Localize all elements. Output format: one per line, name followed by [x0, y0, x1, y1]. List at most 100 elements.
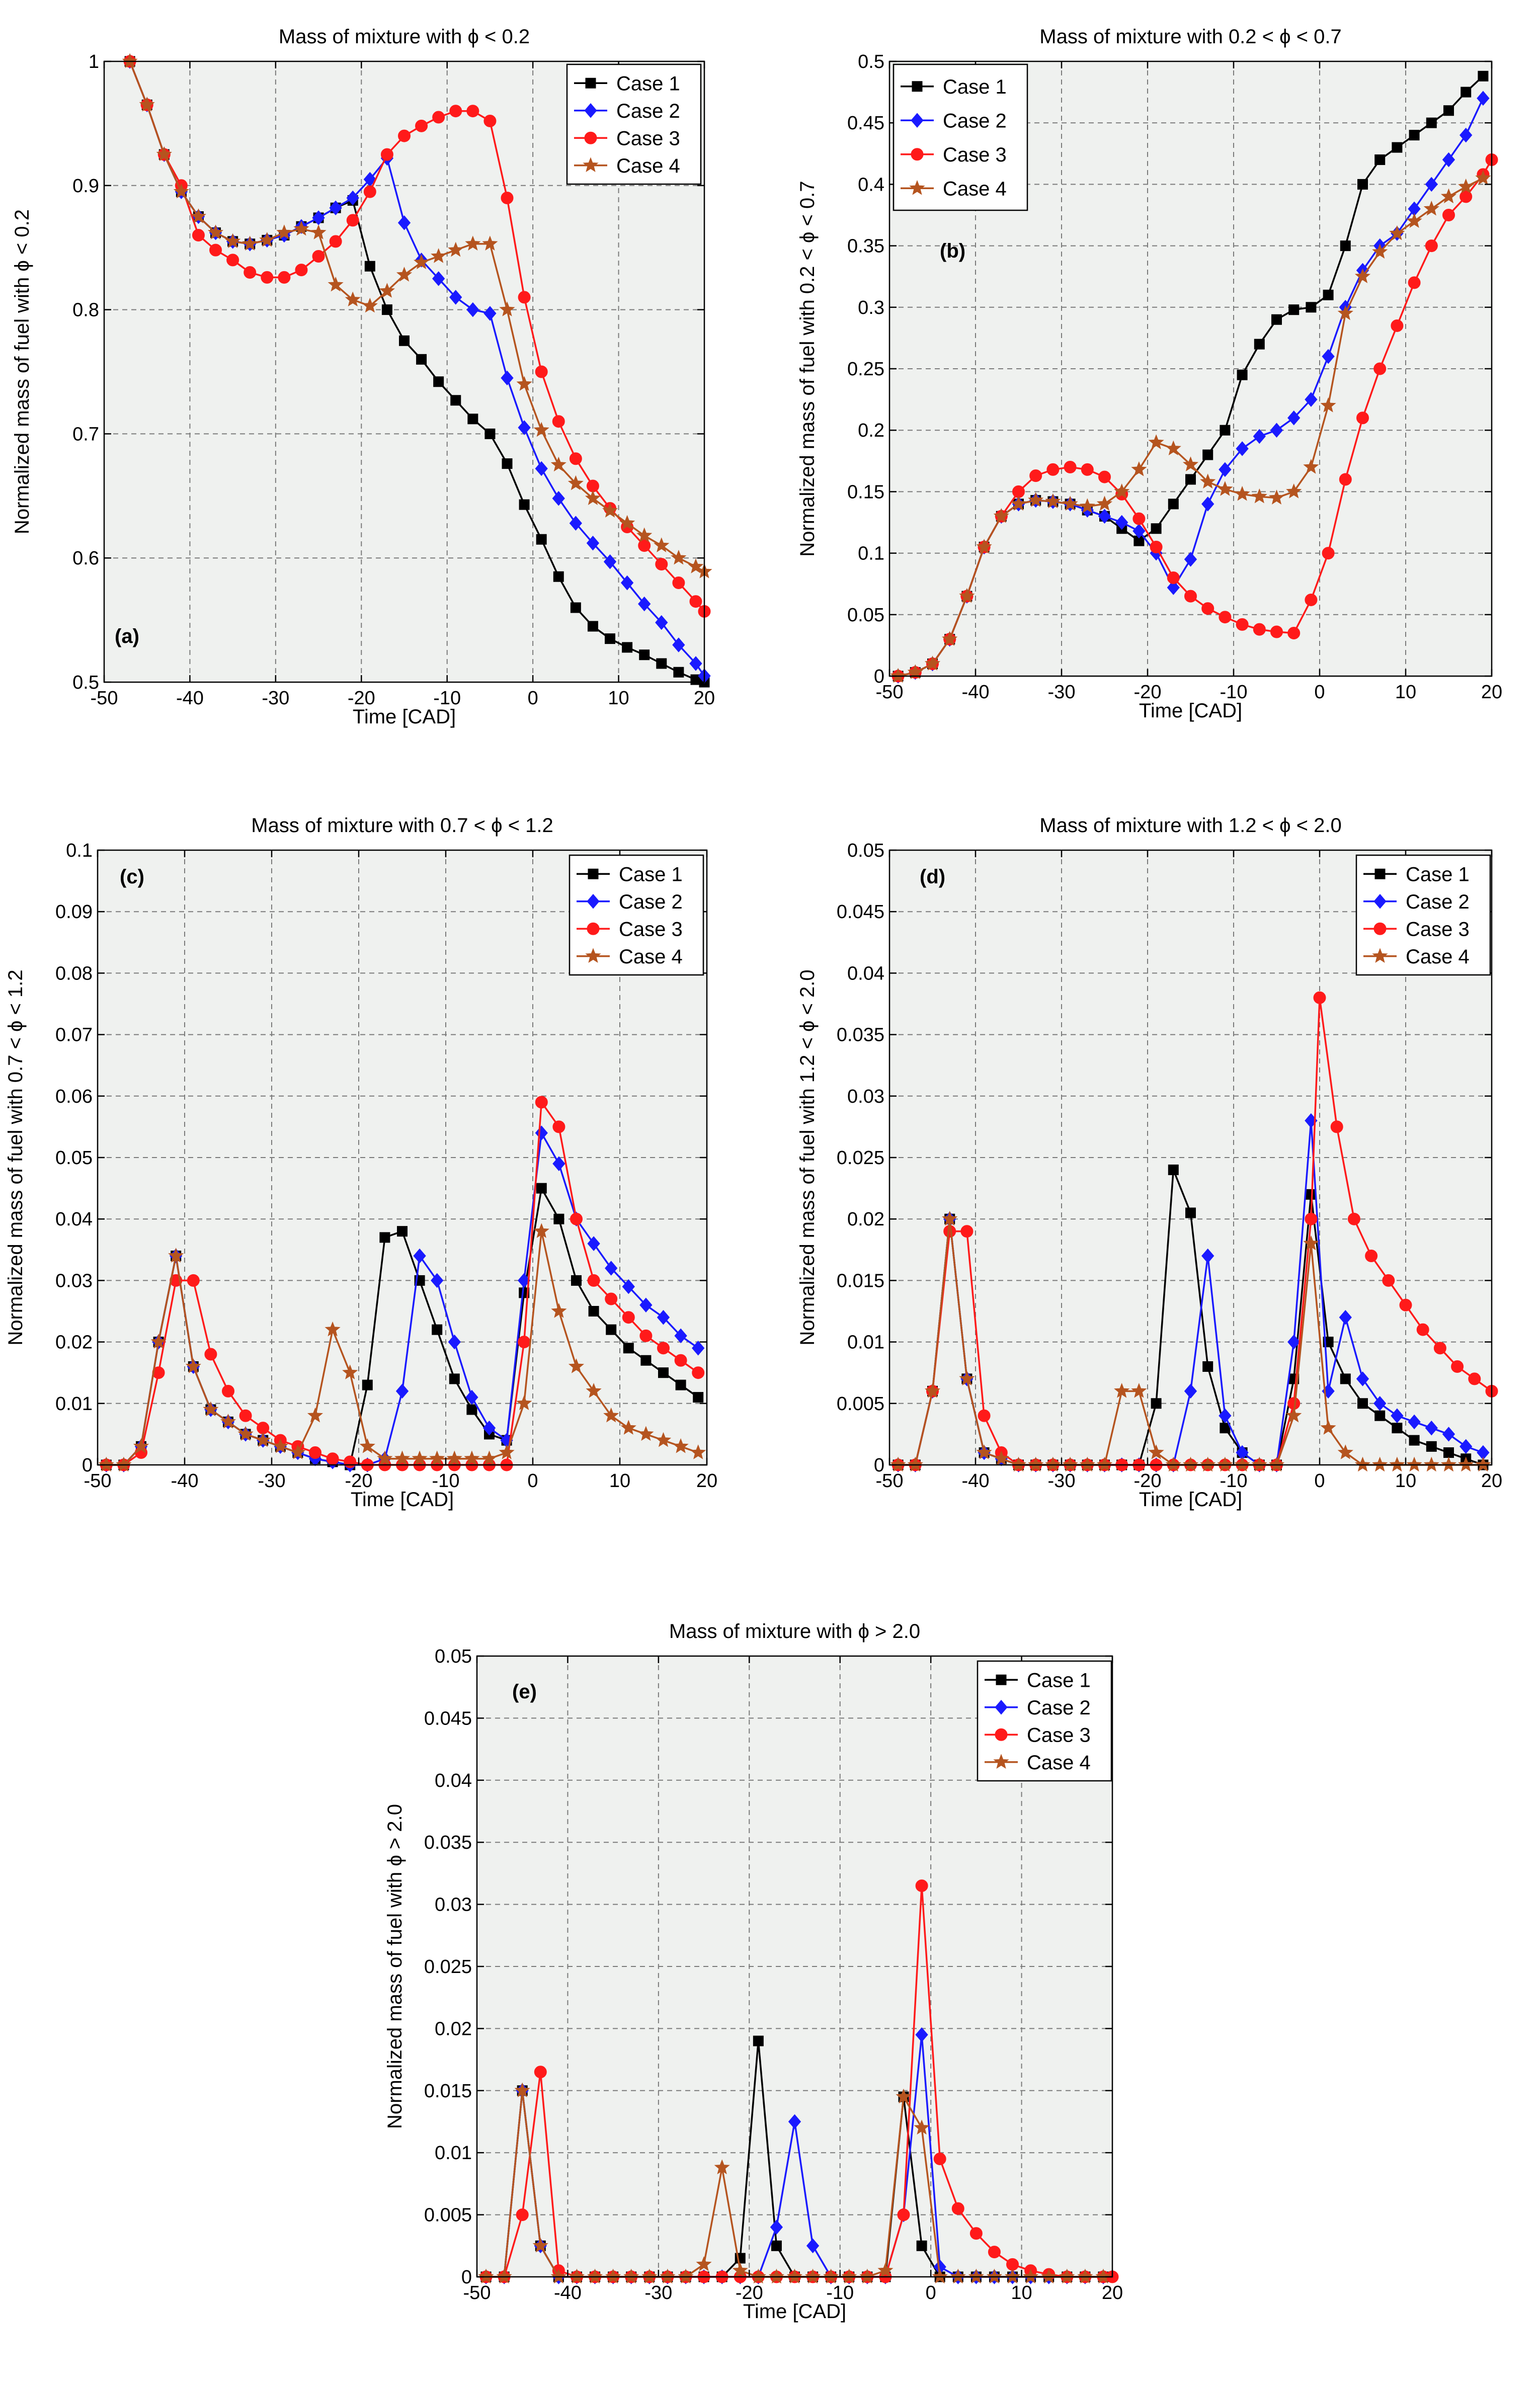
data-point — [688, 558, 704, 573]
y-tick-label: 0 — [82, 1455, 93, 1476]
legend-entry: Case 4 — [577, 946, 683, 968]
legend-entry: Case 4 — [574, 155, 680, 177]
data-point — [1236, 618, 1249, 631]
legend-label: Case 2 — [1406, 891, 1470, 913]
data-point — [416, 354, 427, 365]
data-point — [226, 254, 239, 267]
data-point — [1373, 362, 1387, 375]
data-point — [553, 1213, 564, 1224]
data-point — [1234, 485, 1250, 501]
data-point — [1045, 1456, 1061, 1472]
data-point — [622, 642, 633, 653]
data-point — [1477, 91, 1490, 106]
axes-frame — [103, 60, 705, 683]
data-point — [478, 2268, 494, 2284]
data-point — [768, 2268, 785, 2284]
y-tick-label: 0.03 — [435, 1895, 472, 1916]
data-point — [1303, 1235, 1319, 1251]
data-point — [588, 1306, 599, 1317]
x-tick-label: 0 — [527, 1470, 538, 1492]
y-tick-label: 0.03 — [847, 1086, 884, 1107]
data-point — [602, 503, 618, 518]
x-tick-label: -20 — [736, 2282, 763, 2304]
data-point — [823, 2268, 839, 2284]
data-point — [535, 1096, 548, 1109]
data-point — [1372, 243, 1388, 259]
data-point — [620, 575, 634, 591]
data-point — [890, 668, 906, 683]
data-point — [1201, 1248, 1214, 1264]
data-point — [222, 1384, 234, 1397]
data-point — [1010, 1456, 1027, 1472]
x-tick-label: -10 — [433, 688, 461, 709]
data-point — [1409, 130, 1420, 141]
data-point — [1374, 1410, 1386, 1421]
data-point — [603, 554, 617, 569]
y-tick-label: 0.01 — [847, 1332, 884, 1353]
y-tick-label: 0.02 — [435, 2018, 472, 2039]
data-point — [993, 508, 1009, 523]
data-point — [656, 658, 667, 669]
data-point — [1442, 152, 1455, 168]
data-point — [1059, 2268, 1075, 2284]
data-point — [237, 1426, 254, 1441]
data-point — [499, 1444, 515, 1459]
x-tick-label: -30 — [1048, 1470, 1076, 1492]
x-tick-label: 20 — [1102, 2282, 1123, 2304]
data-point — [1320, 1420, 1336, 1435]
legend-marker — [583, 157, 599, 173]
data-point — [98, 1456, 114, 1472]
legend-entry: Case 3 — [577, 918, 683, 940]
data-point — [448, 1334, 461, 1350]
data-point — [890, 1456, 906, 1472]
legend-marker — [585, 77, 596, 89]
data-point — [1425, 1420, 1438, 1436]
data-point — [1237, 369, 1248, 380]
data-point — [1064, 461, 1077, 474]
data-point — [692, 1366, 705, 1379]
legend-marker — [996, 1674, 1007, 1685]
legend-entry: Case 4 — [1363, 946, 1470, 968]
data-point — [379, 1232, 390, 1243]
data-point — [518, 420, 531, 435]
legend-marker — [1372, 948, 1388, 963]
data-point — [770, 2219, 783, 2235]
data-point — [1167, 580, 1180, 595]
data-point — [466, 1404, 477, 1415]
panel-label: (d) — [920, 866, 945, 888]
data-point — [806, 2238, 820, 2254]
data-point — [1151, 1398, 1162, 1409]
data-point — [639, 1297, 653, 1313]
data-point — [1167, 571, 1180, 584]
data-point — [1475, 1456, 1491, 1472]
data-point — [1423, 200, 1439, 216]
data-point — [1433, 1342, 1446, 1355]
x-tick-label: -20 — [348, 688, 375, 709]
legend: Case 1 Case 2 Case 3 Case 4 — [569, 854, 704, 976]
data-point — [915, 2027, 928, 2042]
data-point — [1184, 552, 1197, 567]
data-point — [362, 1379, 373, 1390]
data-point — [916, 2240, 927, 2251]
data-point — [1337, 305, 1353, 320]
data-point — [692, 1341, 705, 1356]
legend-label: Case 2 — [616, 100, 680, 122]
chart-panel-d: -50 -40 -30 -20 -10 0 10 20 0 0.005 0.01 0.015 0.02 0… — [796, 814, 1502, 1511]
data-point — [116, 1456, 132, 1472]
data-point — [1372, 1456, 1388, 1472]
legend-label: Case 4 — [619, 946, 683, 968]
data-point — [433, 376, 444, 387]
data-point — [290, 1444, 306, 1459]
legend-entry: Case 2 — [577, 891, 683, 913]
data-point — [1270, 625, 1283, 638]
y-tick-label: 0 — [874, 1455, 884, 1476]
data-point — [1475, 170, 1491, 185]
data-point — [1305, 392, 1318, 407]
data-point — [307, 1407, 323, 1423]
data-point — [1451, 1360, 1464, 1373]
y-tick-label: 0 — [461, 2267, 472, 2288]
data-point — [518, 1336, 531, 1349]
data-point — [1253, 623, 1266, 636]
data-point — [753, 2035, 764, 2046]
data-point — [641, 2268, 658, 2284]
